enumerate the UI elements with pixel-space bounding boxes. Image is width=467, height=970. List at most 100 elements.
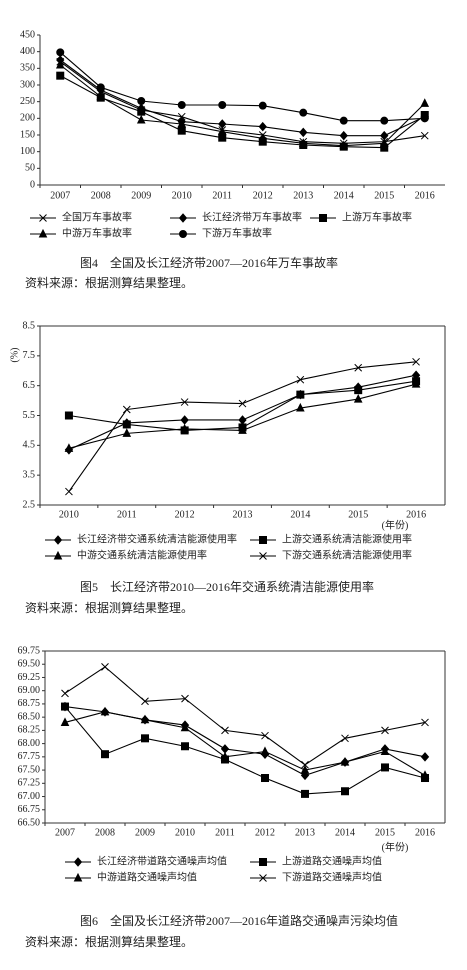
marker <box>220 744 230 754</box>
marker <box>354 386 363 395</box>
marker <box>258 121 267 132</box>
legend-label: 中游交通系统清洁能源使用率 <box>77 548 207 561</box>
marker <box>341 787 349 796</box>
marker <box>122 420 131 429</box>
marker <box>218 101 227 109</box>
marker <box>56 48 65 57</box>
marker <box>180 415 189 425</box>
marker <box>259 552 267 560</box>
marker <box>73 872 83 882</box>
marker <box>381 726 389 735</box>
marker <box>122 405 131 414</box>
legend-label: 全国万车事故率 <box>62 210 132 223</box>
series-line <box>64 706 426 795</box>
legend-label: 下游万车事故率 <box>202 226 272 239</box>
y-tick-label: 3.5 <box>23 469 36 480</box>
legend-label: 上游道路交通噪声均值 <box>282 854 382 867</box>
marker <box>140 714 150 724</box>
y-tick-label: 6.5 <box>23 380 36 391</box>
marker <box>301 760 309 769</box>
x-tick-label: 2014 <box>290 509 310 520</box>
marker <box>261 731 269 740</box>
marker <box>180 398 189 406</box>
marker <box>178 213 188 223</box>
marker <box>299 127 308 138</box>
series-line <box>68 374 417 451</box>
legend-label: 长江经济带道路交通噪声均值 <box>97 854 227 867</box>
marker <box>301 789 309 798</box>
legend-label: 下游道路交通噪声均值 <box>282 870 382 883</box>
y-tick-label: 67.75 <box>18 751 41 762</box>
x-tick-label: 2008 <box>91 190 111 201</box>
x-tick-label: 2016 <box>415 190 435 201</box>
x-tick-label: 2012 <box>255 827 275 838</box>
marker <box>296 402 305 412</box>
source-note: 资料来源：根据测算结果整理。 <box>25 275 193 290</box>
x-tick-label: 2012 <box>253 190 273 201</box>
y-tick-label: 7.5 <box>23 350 36 361</box>
marker <box>259 874 267 882</box>
marker <box>421 718 429 727</box>
marker <box>177 126 186 135</box>
legend-label: 上游交通系统清洁能源使用率 <box>282 532 412 545</box>
y-tick-label: 400 <box>20 46 35 57</box>
marker <box>420 131 429 140</box>
y-tick-label: 66.50 <box>18 817 41 828</box>
y-tick-label: 4.5 <box>23 440 36 451</box>
marker <box>221 726 229 735</box>
marker <box>181 742 189 751</box>
marker <box>296 390 305 399</box>
marker <box>339 116 348 125</box>
marker <box>181 694 189 703</box>
marker <box>340 757 350 766</box>
y-tick-label: 150 <box>20 129 35 140</box>
marker <box>261 774 269 783</box>
marker <box>141 734 149 743</box>
marker <box>258 133 268 142</box>
marker <box>56 71 65 80</box>
marker <box>136 114 146 124</box>
marker <box>217 126 227 136</box>
marker <box>260 746 270 756</box>
marker <box>141 697 149 706</box>
marker <box>100 706 110 716</box>
marker <box>96 91 106 101</box>
y-tick-label: 66.75 <box>18 804 41 815</box>
x-tick-label: 2014 <box>335 827 355 838</box>
marker <box>53 535 63 545</box>
marker <box>259 858 267 866</box>
y-tick-label: 69.00 <box>18 685 41 696</box>
marker <box>64 443 74 452</box>
marker <box>179 230 187 238</box>
marker <box>299 108 308 117</box>
x-tick-label: 2013 <box>295 827 315 838</box>
legend-label: 长江经济带万车事故率 <box>202 210 302 223</box>
x-tick-label: 2011 <box>117 509 137 520</box>
marker <box>177 112 186 121</box>
x-tick-label: 2013 <box>293 190 313 201</box>
y-axis-label: (%) <box>9 348 20 363</box>
x-tick-label: 2009 <box>135 827 155 838</box>
legend-label: 长江经济带交通系统清洁能源使用率 <box>77 532 237 545</box>
marker <box>60 717 70 726</box>
marker <box>258 101 267 110</box>
marker <box>122 428 132 437</box>
marker <box>420 752 430 762</box>
series-line <box>59 64 426 147</box>
legend-label: 上游万车事故率 <box>342 210 412 223</box>
marker <box>61 689 69 698</box>
marker <box>180 722 190 732</box>
legend-label: 下游交通系统清洁能源使用率 <box>282 548 412 561</box>
marker <box>353 393 363 403</box>
marker <box>96 83 105 92</box>
x-axis-label: (年份) <box>382 840 409 853</box>
marker <box>64 411 73 420</box>
marker <box>39 214 47 222</box>
series-line <box>64 706 426 776</box>
marker <box>61 702 69 711</box>
series-line <box>59 61 425 144</box>
figure-caption: 图5 长江经济带2010—2016年交通系统清洁能源使用率 <box>80 579 374 594</box>
marker <box>298 138 308 147</box>
marker <box>55 59 65 69</box>
